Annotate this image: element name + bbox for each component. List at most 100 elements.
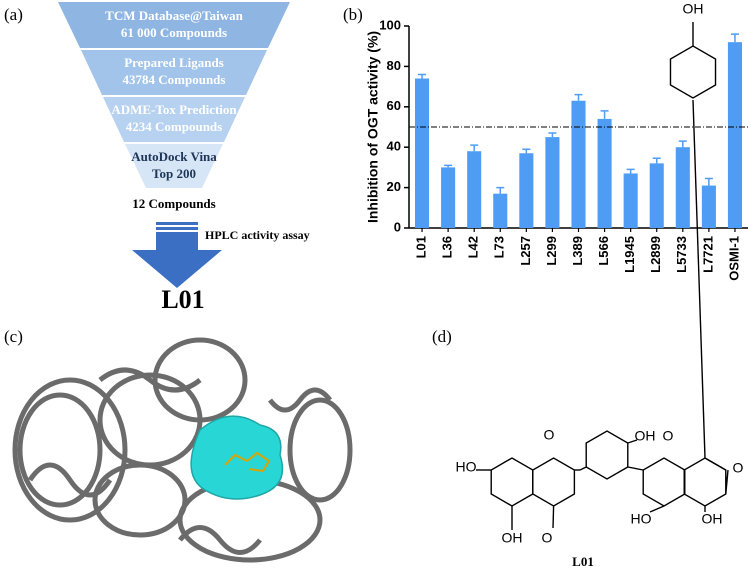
x-tick-label: L36 [440, 236, 455, 258]
assay-label: HPLC activity assay [205, 228, 310, 242]
arrow-stripe [156, 222, 198, 225]
atom-label: OH [683, 1, 704, 17]
x-tick-label: L73 [492, 236, 507, 258]
ring [532, 457, 576, 507]
hit-label: L01 [161, 285, 204, 314]
protein-domain [17, 392, 103, 508]
error-bar [704, 177, 713, 186]
ring [585, 430, 629, 480]
stage-count: 61 000 Compounds [121, 25, 227, 40]
bar [623, 173, 638, 228]
funnel-stage [103, 97, 245, 142]
error-bar [470, 144, 479, 152]
y-tick-label: 40 [387, 139, 401, 154]
bar [701, 185, 716, 228]
x-tick-label: L7721 [700, 236, 715, 273]
error-bar [730, 33, 739, 43]
atom-label: O [542, 530, 553, 546]
molecule: HO O OH O OH O OH O HO OH L01 [456, 1, 744, 569]
bond [704, 457, 727, 471]
binding-pocket [190, 415, 284, 500]
funnel: TCM Database@Taiwan 61 000 Compounds Pre… [58, 2, 310, 314]
y-tick-label: 20 [387, 179, 401, 194]
error-bar [548, 132, 557, 138]
result: 12 Compounds [132, 196, 215, 211]
stage-count: 43784 Compounds [123, 72, 226, 87]
error-bar [626, 168, 635, 174]
panel-label: (a) [4, 5, 23, 24]
stage-name: TCM Database@Taiwan [105, 8, 243, 23]
x-tick-label: L01 [413, 236, 428, 258]
protein-domain [92, 462, 188, 538]
error-bar [600, 110, 609, 119]
bar [493, 193, 508, 228]
y-tick-label: 60 [387, 98, 401, 113]
ring [669, 45, 717, 99]
atom-label: O [663, 428, 674, 444]
error-bar [652, 157, 661, 164]
error-bar [444, 164, 453, 168]
protein-structure [12, 337, 353, 563]
error-bar [574, 93, 583, 101]
x-tick-label: L5733 [674, 236, 689, 273]
atom-label: OH [702, 511, 723, 527]
x-tick-label: L389 [570, 236, 585, 266]
ligand [224, 451, 271, 473]
bar [519, 153, 534, 228]
ring [683, 457, 727, 507]
x-tick-label: L257 [518, 236, 533, 266]
bond [692, 99, 706, 459]
x-tick-label: OSMI-1 [726, 236, 741, 281]
bond [552, 505, 555, 529]
error-bar [522, 148, 531, 154]
bar [414, 78, 430, 229]
x-tick-label: L566 [596, 236, 611, 266]
x-tick-label: L42 [466, 236, 481, 258]
bond [649, 505, 665, 513]
atom-label: HO [456, 459, 477, 475]
bar [571, 100, 586, 228]
stage-count: Top 200 [152, 166, 196, 181]
atom-label: O [544, 427, 555, 443]
atom-label: OH [635, 428, 656, 444]
ring [642, 457, 686, 507]
stage-name: ADME-Tox Prediction [111, 102, 237, 117]
bond [579, 466, 587, 471]
bar [597, 118, 612, 228]
x-tick-label: L2899 [648, 236, 663, 273]
funnel-stage [58, 2, 290, 48]
atom-label: HO [631, 511, 652, 527]
error-bar [496, 186, 505, 194]
helix [27, 367, 332, 555]
protein-domain [12, 377, 128, 523]
x-tick-label: L1945 [622, 236, 637, 273]
bar [727, 42, 743, 228]
x-tick-label: L299 [544, 236, 559, 266]
ring [490, 457, 534, 507]
protein-domain [152, 337, 248, 423]
bar [545, 137, 560, 228]
panel-label: (b) [343, 5, 363, 24]
bar [649, 163, 664, 228]
arrow-stripe [156, 227, 198, 230]
funnel-stage [125, 144, 223, 188]
y-tick-label: 80 [387, 58, 401, 73]
y-tick-label: 0 [394, 219, 401, 234]
y-tick-label: 100 [379, 17, 401, 32]
atom-label: O [733, 460, 744, 476]
bond [627, 466, 644, 471]
stage-name: AutoDock Vina [131, 149, 217, 164]
funnel-stage [81, 50, 267, 95]
stage-name: Prepared Ligands [124, 55, 224, 70]
panel-label: (c) [4, 327, 23, 346]
y-axis-label: Inhibition of OGT activity (%) [365, 31, 381, 223]
panel-label: (d) [432, 327, 452, 346]
arrow [132, 232, 222, 288]
bond [725, 469, 729, 495]
bar [467, 151, 482, 228]
protein-domain [287, 397, 353, 503]
atom-label: OH [502, 530, 523, 546]
